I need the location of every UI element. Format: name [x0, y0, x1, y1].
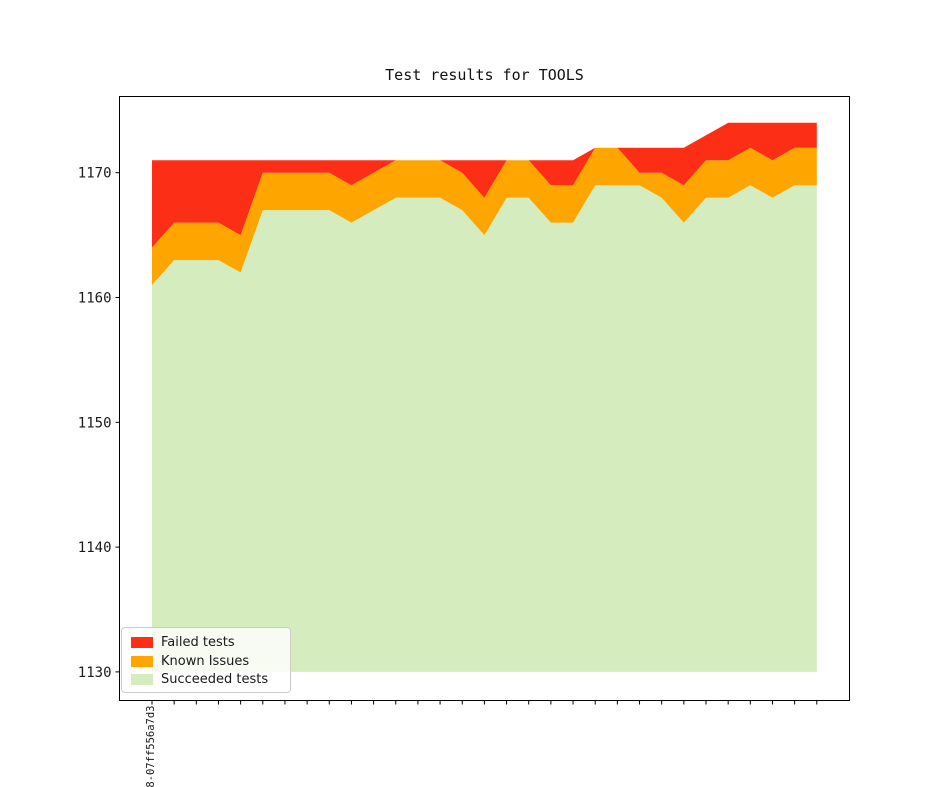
- legend-label-known: Known Issues: [161, 653, 250, 669]
- legend-item-succeeded: Succeeded tests: [131, 671, 281, 688]
- legend: Failed tests Known Issues Succeeded test…: [121, 627, 291, 693]
- y-tick-label: 1160: [78, 291, 112, 307]
- failed-tests-area: [152, 122, 817, 248]
- known-issues-swatch: [131, 655, 153, 667]
- legend-label-failed: Failed tests: [161, 635, 235, 650]
- x-axis-first-tick-label: 08-07ff556a7d3: [145, 705, 157, 787]
- legend-label-succeeded: Succeeded tests: [161, 672, 269, 687]
- succeeded-tests-swatch: [131, 674, 153, 685]
- failed-tests-swatch: [131, 637, 153, 648]
- chart-title: Test results for TOOLS: [385, 66, 584, 84]
- succeeded-tests-area: [152, 185, 817, 672]
- y-tick-label: 1140: [78, 540, 112, 556]
- legend-item-failed: Failed tests: [131, 634, 281, 651]
- y-tick-label: 1150: [78, 415, 112, 431]
- y-tick-label: 1130: [78, 665, 112, 681]
- legend-item-known: Known Issues: [131, 653, 281, 670]
- y-tick-label: 1170: [78, 166, 112, 182]
- known-issues-area: [152, 147, 817, 285]
